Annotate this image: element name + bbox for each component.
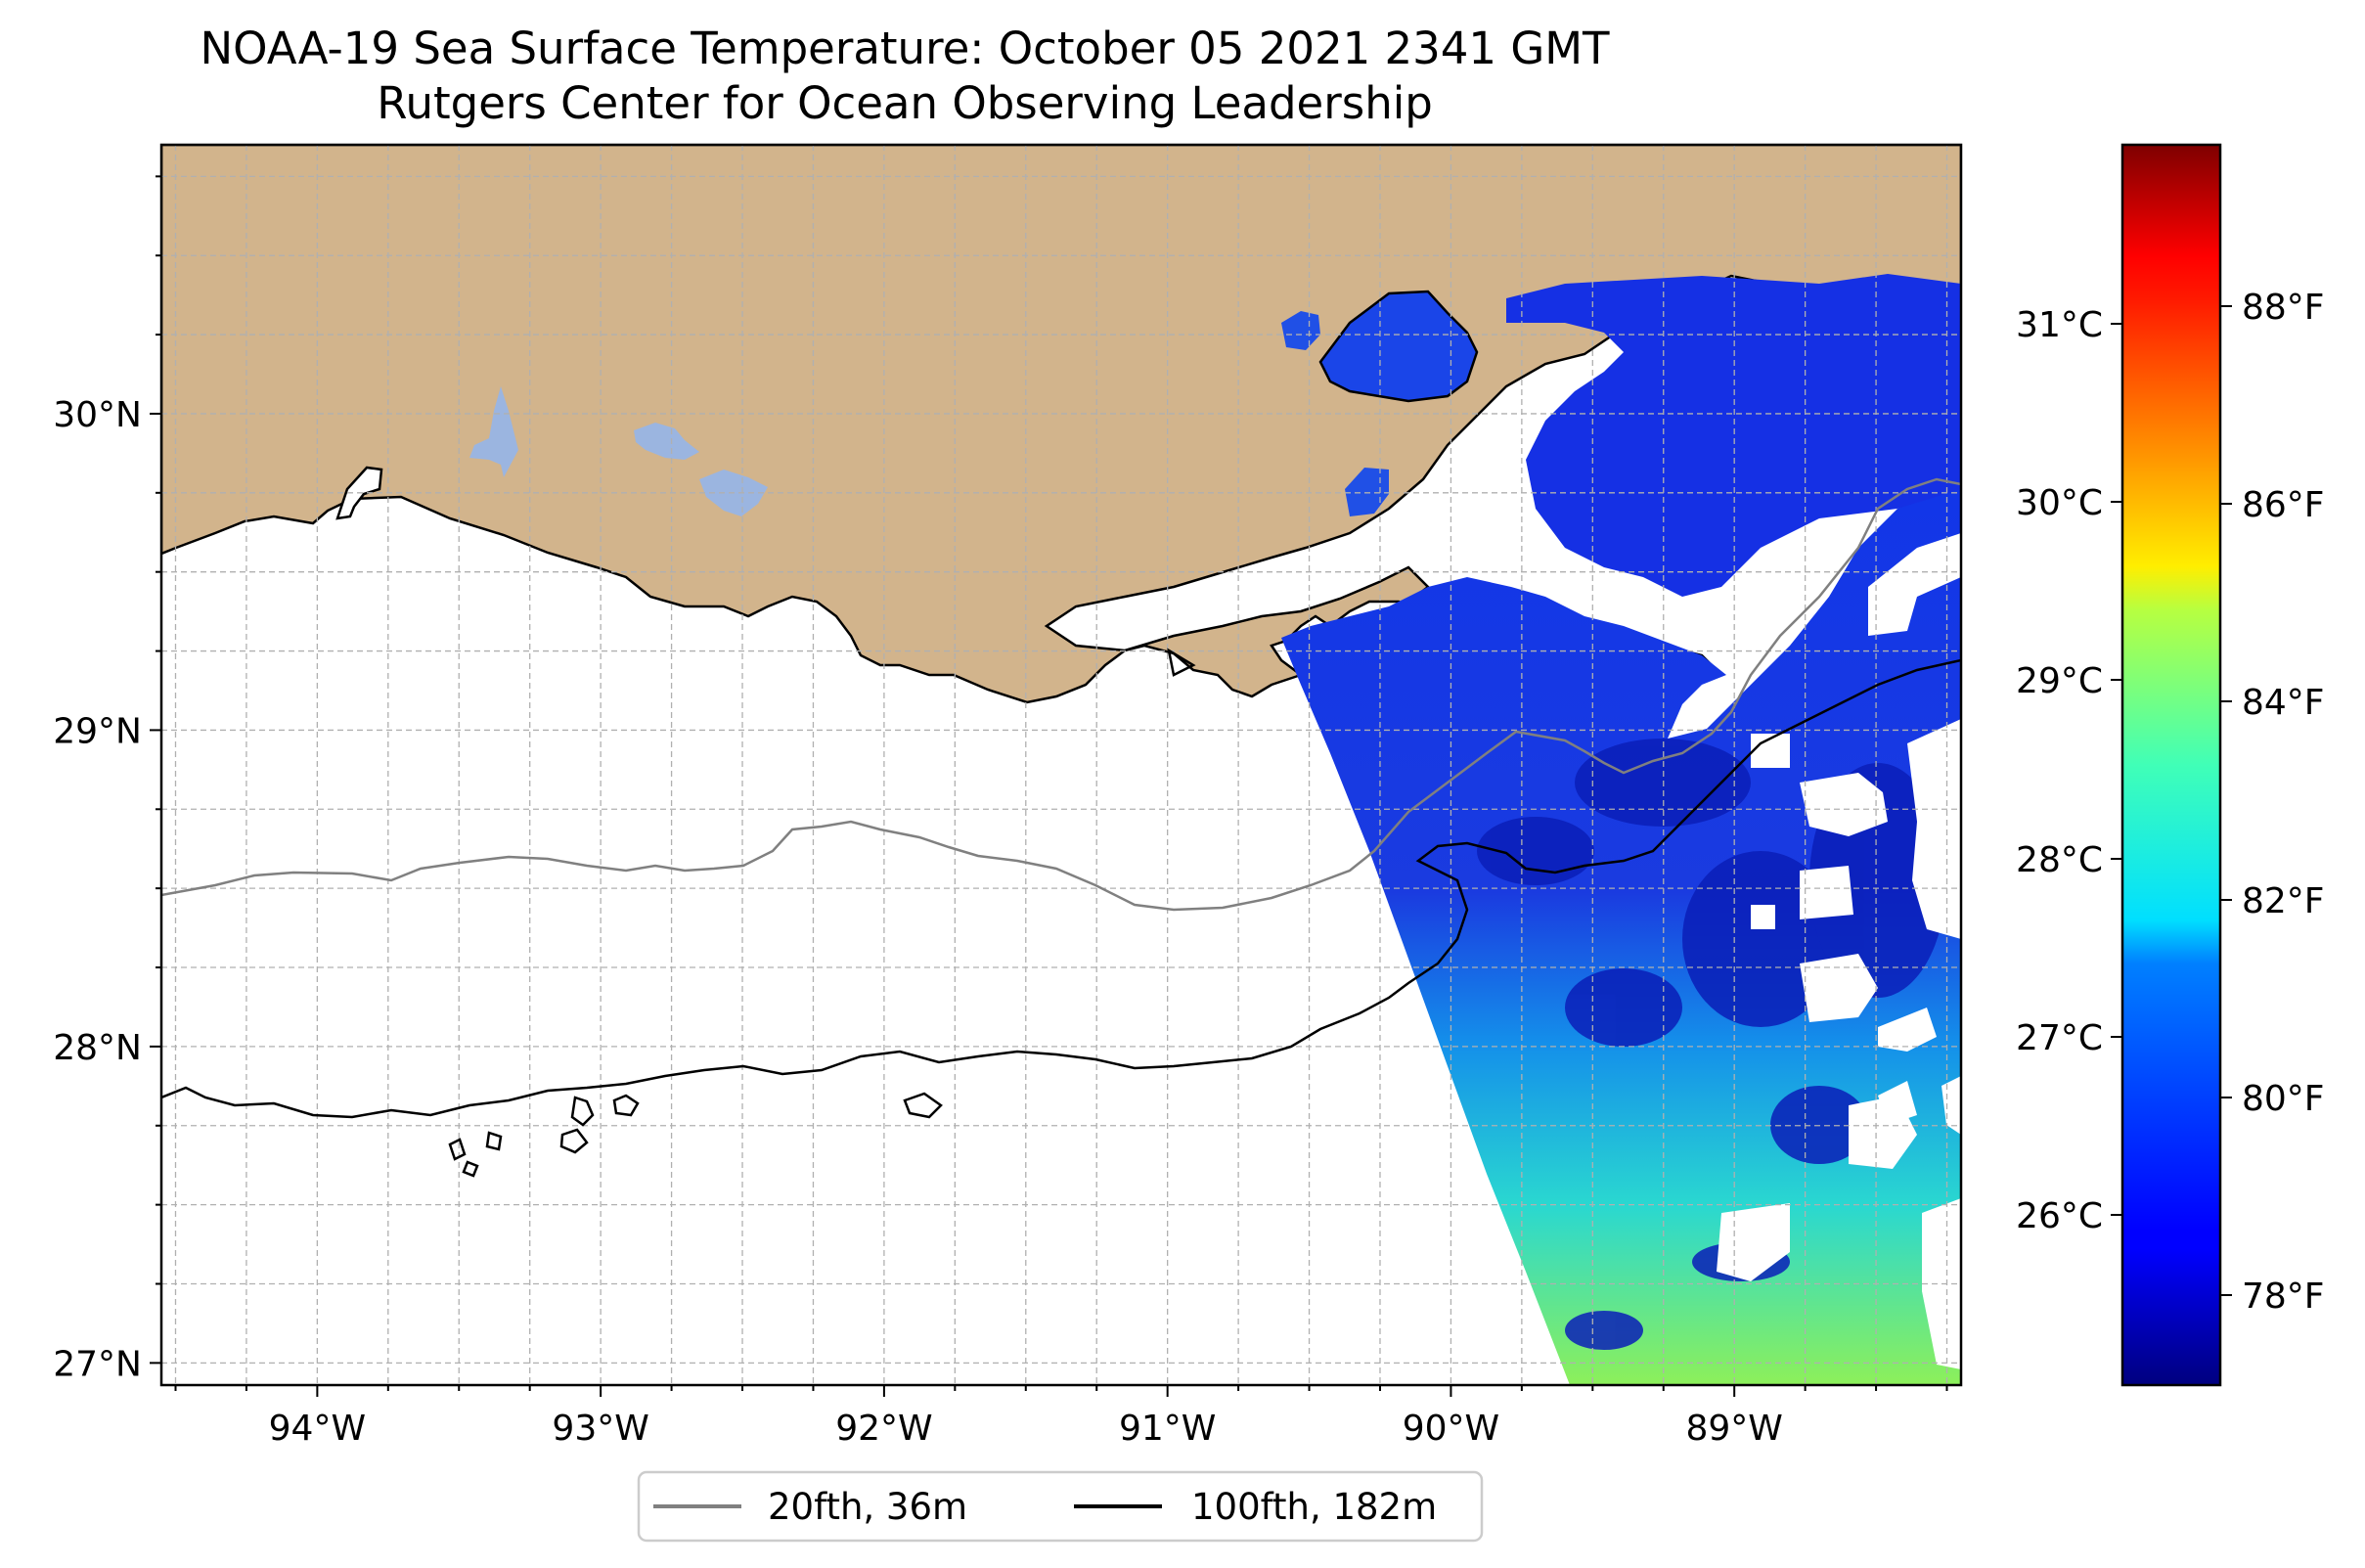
map-area (161, 145, 1961, 1385)
lake-pontchartrain-sst (1318, 290, 1479, 403)
lake-grand (634, 423, 699, 460)
map-frame (159, 143, 1963, 1387)
celsius-tick-label: 31°C (2016, 305, 2103, 345)
lat-tick-label: 29°N (53, 711, 142, 751)
cloud-gaps (1717, 533, 1961, 1369)
lake-sst-inland (1345, 468, 1389, 516)
small-lake-sst (1281, 311, 1320, 350)
latitude-axis: 30°N 29°N 28°N 27°N (53, 175, 161, 1384)
celsius-tick-label: 28°C (2016, 840, 2103, 880)
lat-tick-label: 30°N (53, 395, 142, 435)
fahrenheit-tick-label: 80°F (2242, 1079, 2325, 1119)
lon-tick-label: 89°W (1685, 1409, 1782, 1449)
lat-tick-label: 28°N (53, 1028, 142, 1068)
fahrenheit-tick-label: 82°F (2242, 881, 2325, 921)
lon-tick-label: 91°W (1119, 1409, 1216, 1449)
contour-100fth-islands (448, 648, 1196, 1178)
fahrenheit-tick-label: 88°F (2242, 288, 2325, 328)
celsius-tick-label: 29°C (2016, 661, 2103, 701)
lon-tick-label: 90°W (1403, 1409, 1499, 1449)
celsius-tick-label: 30°C (2016, 483, 2103, 523)
longitude-axis: 94°W 93°W 92°W 91°W 90°W 89°W (174, 1385, 1948, 1449)
contour-100fth (161, 658, 1961, 1119)
lon-tick-label: 93°W (552, 1409, 648, 1449)
colorbar-celsius-ticks: 31°C 30°C 29°C 28°C 27°C 26°C (2016, 305, 2122, 1236)
legend: 20fth, 36m 100fth, 182m (637, 1470, 1484, 1543)
contour-20fth (161, 477, 1961, 912)
colorbar-fahrenheit-ticks: 88°F 86°F 84°F 82°F 80°F 78°F (2220, 288, 2325, 1317)
cool-patches (1477, 739, 1946, 1350)
celsius-tick-label: 27°C (2016, 1018, 2103, 1058)
sst-swath-upper (1506, 274, 1961, 597)
figure-subtitle: Rutgers Center for Ocean Observing Leade… (377, 77, 1433, 129)
lake-calcasieu (469, 386, 518, 477)
fahrenheit-tick-label: 86°F (2242, 485, 2325, 525)
gridlines (161, 145, 1961, 1385)
fahrenheit-tick-label: 78°F (2242, 1277, 2325, 1317)
colorbar: 31°C 30°C 29°C 28°C 27°C 26°C 88°F 86°F 84°F 82°… (2016, 143, 2325, 1387)
colorbar-gradient (2120, 143, 2222, 1387)
lat-tick-label: 27°N (53, 1344, 142, 1384)
lon-tick-label: 94°W (269, 1409, 366, 1449)
legend-label-100fth: 100fth, 182m (1191, 1486, 1437, 1528)
figure-title: NOAA-19 Sea Surface Temperature: October… (200, 22, 1610, 74)
legend-label-20fth: 20fth, 36m (768, 1486, 967, 1528)
lon-tick-label: 92°W (835, 1409, 932, 1449)
celsius-tick-label: 26°C (2016, 1196, 2103, 1236)
fahrenheit-tick-label: 84°F (2242, 683, 2325, 723)
legend-box (637, 1470, 1484, 1543)
